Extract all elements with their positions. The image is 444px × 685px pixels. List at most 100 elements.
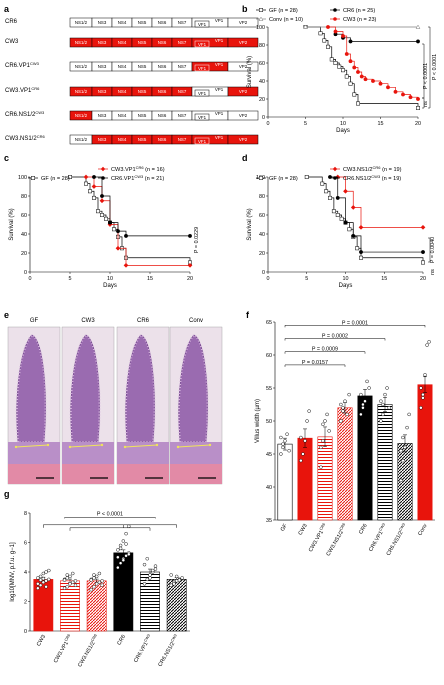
data-point xyxy=(99,198,105,204)
data-point xyxy=(41,576,46,581)
segment-label: NS7 xyxy=(178,137,187,142)
data-point xyxy=(36,586,40,590)
data-point xyxy=(359,412,363,417)
data-point xyxy=(38,574,43,579)
y-tick-label: 8 xyxy=(24,511,27,517)
segment-label: NS1/2 xyxy=(75,40,88,45)
crypt-layer xyxy=(8,442,60,464)
y-axis-label: log10[MNV, p.f.u. g−1] xyxy=(10,542,16,602)
x-tick-label: 0 xyxy=(29,276,32,282)
y-tick-label: 4 xyxy=(24,570,27,576)
data-point xyxy=(385,386,389,390)
arrow-end xyxy=(155,443,159,447)
segment-label: NS6 xyxy=(158,137,167,142)
y-tick-label: 45 xyxy=(266,452,272,458)
data-point xyxy=(299,458,303,463)
data-point xyxy=(401,435,405,440)
data-point xyxy=(333,29,338,34)
data-point xyxy=(187,262,193,268)
data-point xyxy=(41,580,46,585)
survival-line xyxy=(94,176,190,237)
data-point xyxy=(378,81,383,86)
histology-title: CW3 xyxy=(81,318,95,324)
data-point xyxy=(92,195,96,200)
data-point xyxy=(326,25,330,29)
data-point xyxy=(84,181,88,186)
data-point xyxy=(65,585,69,589)
segment-label: NS6 xyxy=(158,89,167,94)
stat-bracket xyxy=(428,26,431,109)
histology-image xyxy=(61,326,115,485)
data-point xyxy=(92,585,96,589)
stat-label: P = 0.0157 xyxy=(302,360,328,366)
arrow-end xyxy=(208,443,212,447)
data-point xyxy=(148,576,152,580)
y-tick-label: 60 xyxy=(259,213,265,219)
y-tick-label: 60 xyxy=(259,61,265,67)
vf1-box xyxy=(194,40,210,48)
vf1-box xyxy=(194,20,210,28)
arrow-end xyxy=(68,445,72,449)
data-point xyxy=(352,92,357,97)
data-point xyxy=(92,175,96,179)
construct-label: CW3 xyxy=(5,39,19,45)
category-label: CW3 xyxy=(36,634,47,647)
data-point xyxy=(303,24,308,29)
data-point xyxy=(321,422,325,427)
data-point xyxy=(379,419,383,423)
data-point xyxy=(116,548,120,552)
segment-label: NS1/2 xyxy=(75,137,88,142)
data-point xyxy=(71,571,75,576)
legend-marker xyxy=(333,8,337,12)
stat-bracket xyxy=(284,325,426,328)
x-tick-label: 5 xyxy=(69,276,72,282)
crypt-layer xyxy=(62,442,114,464)
y-tick-label: 50 xyxy=(266,419,272,425)
data-point xyxy=(73,583,78,588)
data-point xyxy=(328,195,332,200)
data-point xyxy=(65,573,69,577)
data-point xyxy=(94,574,99,579)
stat-bracket xyxy=(64,517,156,519)
legend-marker xyxy=(101,176,105,180)
panel-label-f: f xyxy=(246,310,250,320)
data-point xyxy=(124,531,128,536)
data-point xyxy=(112,227,116,232)
data-point xyxy=(281,445,285,450)
panel-label-e: e xyxy=(4,310,9,320)
bar xyxy=(417,384,433,521)
data-point xyxy=(365,379,369,384)
construct-label: CR6.NS1/2CW3 xyxy=(5,110,45,119)
data-point xyxy=(347,227,352,232)
data-point xyxy=(47,577,51,582)
vf1-box xyxy=(194,137,210,145)
data-point xyxy=(421,392,425,397)
segment-label: NS3 xyxy=(98,113,107,118)
x-tick-label: 5 xyxy=(304,121,307,127)
data-point xyxy=(355,246,360,251)
data-point xyxy=(331,209,336,214)
bar xyxy=(337,407,353,521)
category-label: CW3.VP1CR6 xyxy=(307,523,329,554)
segment-label: NS5 xyxy=(138,20,147,25)
segment-label: NS3 xyxy=(98,64,107,69)
data-point xyxy=(356,101,360,106)
bar xyxy=(297,437,313,521)
category-label: GF xyxy=(280,522,289,532)
data-point xyxy=(287,448,291,453)
data-point xyxy=(121,558,126,562)
segment-label: VP1 xyxy=(215,62,224,67)
panel-label-c: c xyxy=(4,153,9,163)
segment-label: NS5 xyxy=(138,113,147,118)
category-label: CW3 xyxy=(298,523,309,536)
data-point xyxy=(100,194,104,198)
segment-label: VP2 xyxy=(239,113,248,118)
category-label: CW3.NS1/2CR6 xyxy=(76,634,100,669)
bar xyxy=(166,579,187,632)
y-tick-label: 100 xyxy=(18,175,27,181)
data-point xyxy=(339,402,343,407)
survival-line xyxy=(335,33,418,42)
segment-label: NS3 xyxy=(98,137,107,142)
survival-line xyxy=(328,26,419,99)
data-point xyxy=(419,386,423,390)
